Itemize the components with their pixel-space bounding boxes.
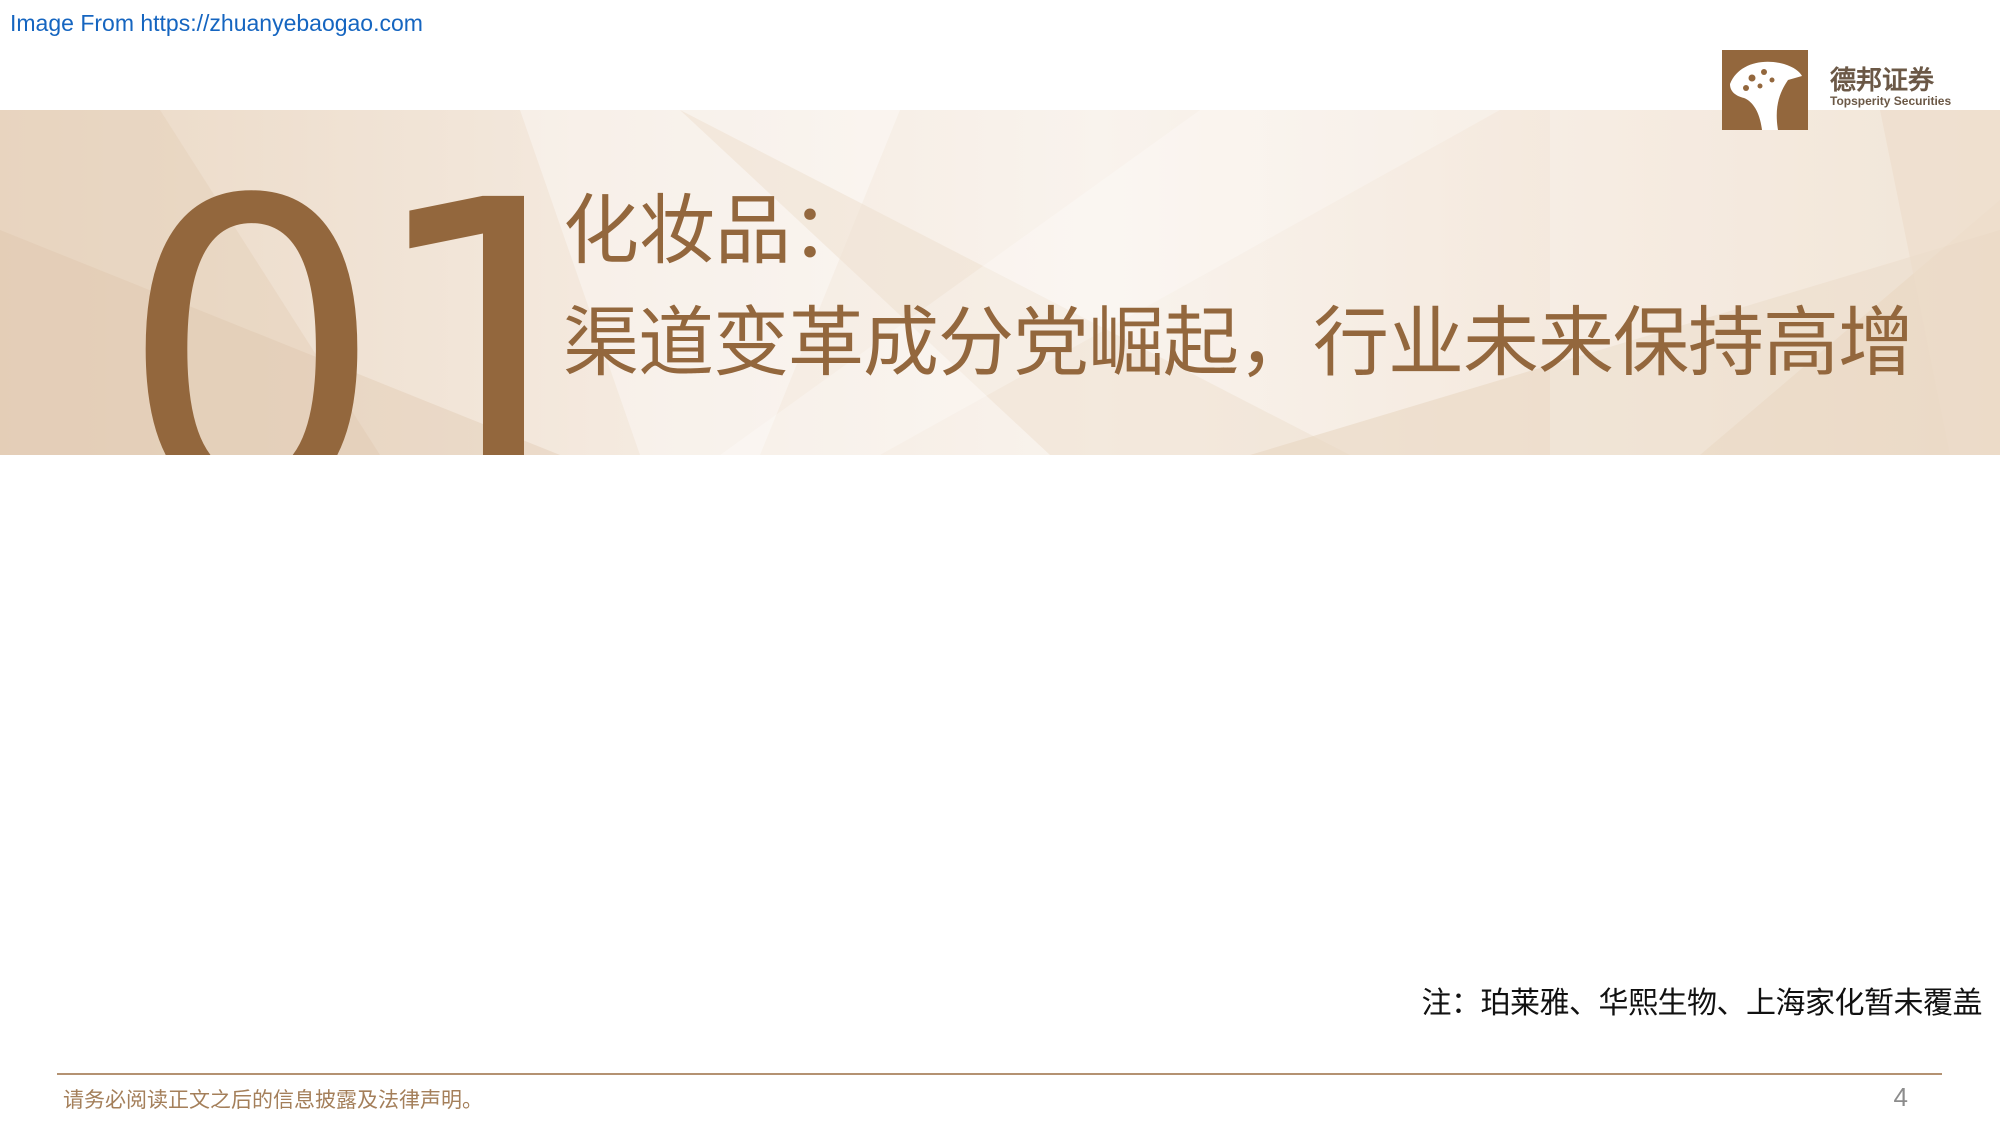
- brand-name-en: Topsperity Securities: [1830, 94, 1952, 108]
- banner-light-rays: [0, 110, 2000, 455]
- page-number: 4: [1893, 1082, 1908, 1112]
- section-number: 01: [118, 113, 630, 456]
- section-title-line1: 化妆品：: [563, 186, 867, 275]
- section-banner: 01 化妆品： 渠道变革成分党崛起，行业未来保持高增: [0, 110, 2000, 455]
- section-title-line2: 渠道变革成分党崛起，行业未来保持高增: [563, 298, 1914, 387]
- source-link[interactable]: Image From https://zhuanyebaogao.com: [10, 10, 423, 36]
- coverage-note: 注：珀莱雅、华熙生物、上海家化暂未覆盖: [1421, 986, 1983, 1021]
- brand-name-cn: 德邦证券: [1830, 66, 1935, 96]
- brand-logo: 德邦证券 Topsperity Securities: [1722, 50, 1952, 130]
- footer-divider: [57, 1073, 1942, 1075]
- leopard-head-icon: [1722, 50, 1808, 130]
- footer-disclaimer: 请务必阅读正文之后的信息披露及法律声明。: [63, 1088, 483, 1112]
